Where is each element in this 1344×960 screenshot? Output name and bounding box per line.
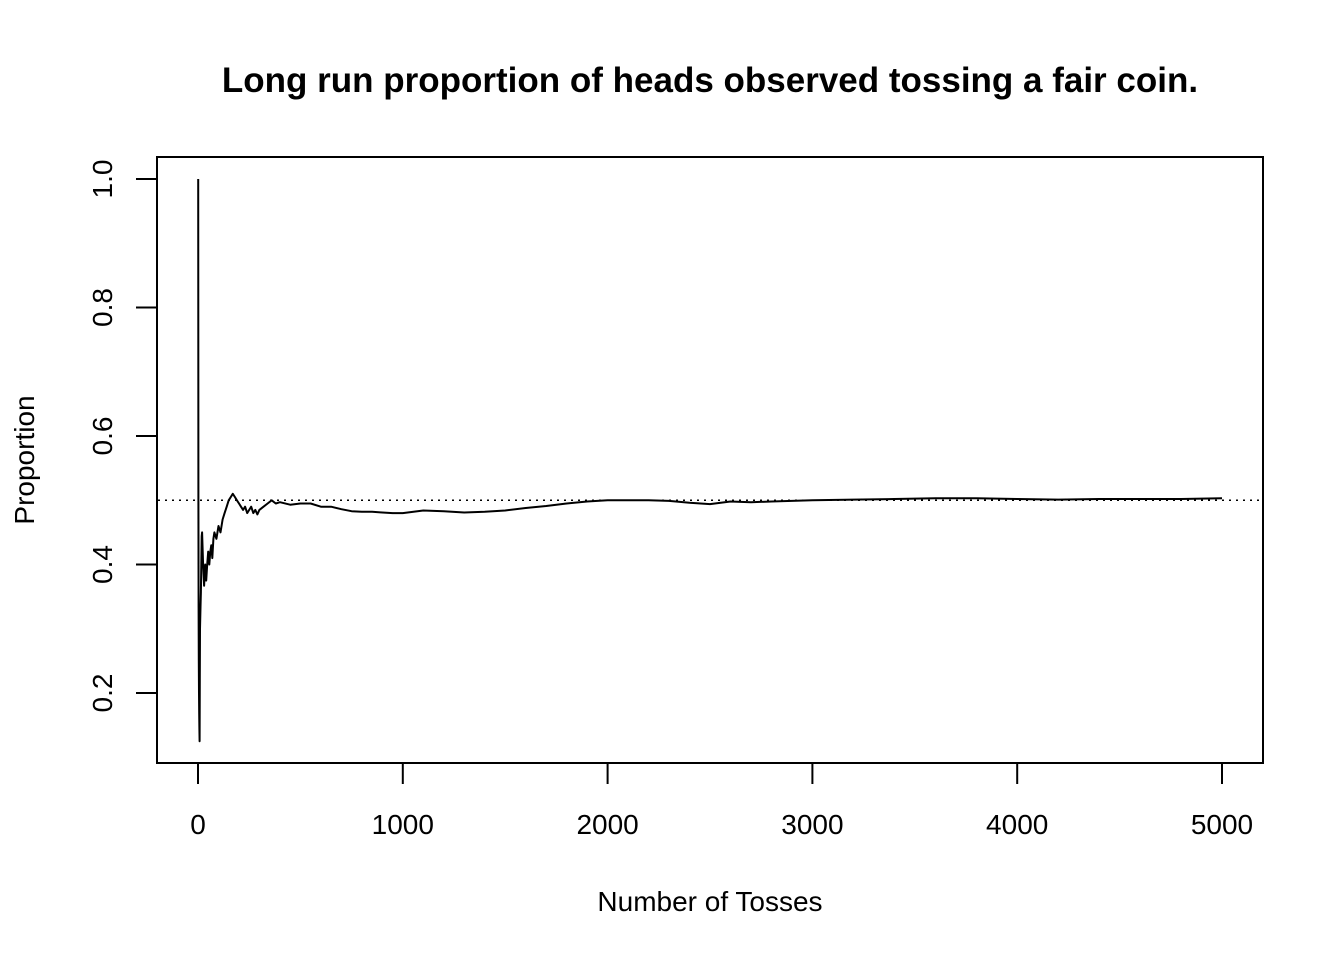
y-tick-label: 0.8 — [87, 288, 118, 327]
x-tick-label: 2000 — [576, 809, 638, 840]
chart-title: Long run proportion of heads observed to… — [222, 61, 1198, 100]
x-tick-label: 0 — [190, 809, 206, 840]
x-axis: 0 1000 2000 3000 4000 5000 — [190, 762, 1253, 840]
x-tick-label: 4000 — [986, 809, 1048, 840]
x-axis-label: Number of Tosses — [597, 886, 822, 917]
plot-frame — [156, 156, 1264, 764]
x-tick-label: 1000 — [372, 809, 434, 840]
y-axis-label: Proportion — [9, 395, 40, 524]
x-tick-label: 3000 — [781, 809, 843, 840]
series-line-proportion — [197, 178, 1223, 743]
y-tick-label: 0.6 — [87, 417, 118, 456]
y-tick-label: 0.4 — [87, 545, 118, 584]
x-tick-label: 5000 — [1191, 809, 1253, 840]
y-axis: 0.2 0.4 0.6 0.8 1.0 — [87, 160, 158, 713]
y-tick-label: 1.0 — [87, 160, 118, 199]
y-tick-label: 0.2 — [87, 674, 118, 713]
